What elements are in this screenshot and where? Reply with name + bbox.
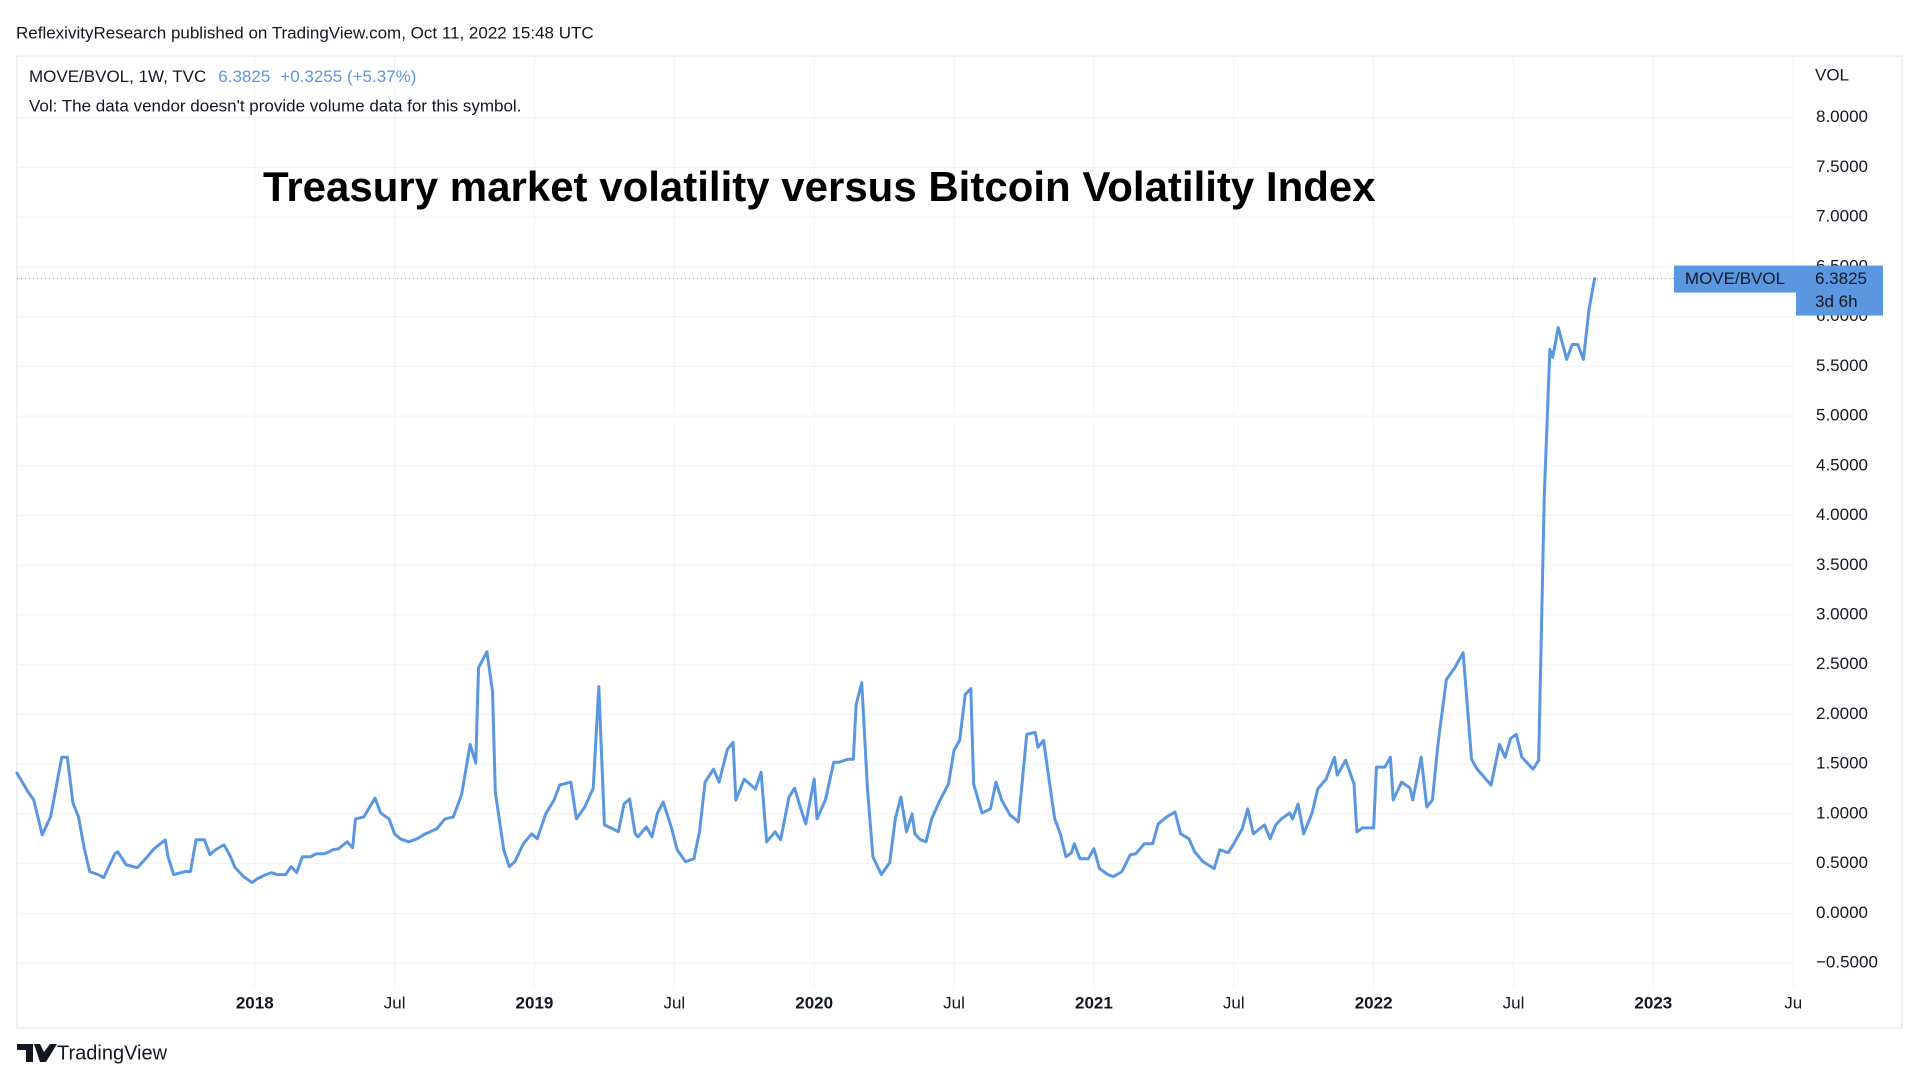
axis: −0.5000 0.0000 0.5000 1.0000 1.5000 2.0000 2.5…	[236, 107, 1878, 1012]
change: +0.3255 (+5.37%)	[280, 67, 416, 86]
y-tick-label: 3.5000	[1816, 555, 1868, 574]
y-tick-label: −0.5000	[1816, 953, 1878, 972]
x-tick-label: Jul	[663, 993, 685, 1012]
price-tag-name: MOVE/BVOL	[1685, 269, 1785, 288]
x-tick-label: Jul	[384, 993, 406, 1012]
y-tick-label: 5.5000	[1816, 356, 1868, 375]
legend-line: MOVE/BVOL, 1W, TVC 6.3825 +0.3255 (+5.37%)	[29, 67, 416, 86]
last-value: 6.3825	[218, 67, 270, 86]
plot	[15, 277, 1796, 885]
x-tick-label: Jul	[1503, 993, 1525, 1012]
y-axis-label: VOL	[1815, 65, 1849, 84]
line-series	[15, 277, 1597, 885]
y-tick-label: 2.0000	[1816, 704, 1868, 723]
x-tick-label: 2020	[795, 993, 833, 1012]
price-tag: MOVE/BVOL 6.3825 3d 6h	[1674, 265, 1883, 316]
y-tick-label: 1.0000	[1816, 803, 1868, 822]
price-tag-value-box	[1796, 265, 1883, 316]
x-tick-label: Ju	[1784, 993, 1802, 1012]
price-tag-countdown: 3d 6h	[1815, 292, 1858, 311]
x-tick-label: Jul	[1223, 993, 1245, 1012]
x-tick-label: 2022	[1355, 993, 1393, 1012]
y-tick-label: 5.0000	[1816, 406, 1868, 425]
x-tick-label: Jul	[943, 993, 965, 1012]
y-tick-label: 2.5000	[1816, 654, 1868, 673]
y-tick-label: 4.5000	[1816, 455, 1868, 474]
footer: TradingView	[17, 1042, 168, 1064]
grid	[17, 56, 1796, 988]
y-tick-label: 3.0000	[1816, 604, 1868, 623]
x-tick-label: 2018	[236, 993, 274, 1012]
y-tick-label: 0.0000	[1816, 903, 1868, 922]
price-tag-name-box	[1674, 265, 1796, 293]
y-tick-label: 4.0000	[1816, 505, 1868, 524]
brand-logo	[17, 1044, 57, 1062]
price-tag-value: 6.3825	[1815, 269, 1867, 288]
symbol: MOVE/BVOL, 1W, TVC	[29, 67, 206, 86]
chart-frame	[16, 55, 1903, 1029]
x-tick-label: 2021	[1075, 993, 1113, 1012]
y-tick-label: 7.0000	[1816, 207, 1868, 226]
brand: TradingView	[57, 1042, 168, 1064]
x-tick-label: 2023	[1634, 993, 1672, 1012]
y-tick-label: 1.5000	[1816, 754, 1868, 773]
y-tick-label: 8.0000	[1816, 107, 1868, 126]
published-line: ReflexivityResearch published on Trading…	[16, 23, 594, 42]
volume-note: Vol: The data vendor doesn't provide vol…	[29, 96, 521, 115]
y-tick-label: 7.5000	[1816, 157, 1868, 176]
x-tick-label: 2019	[516, 993, 554, 1012]
chart-title: Treasury market volatility versus Bitcoi…	[263, 163, 1376, 210]
y-tick-label: 0.5000	[1816, 853, 1868, 872]
